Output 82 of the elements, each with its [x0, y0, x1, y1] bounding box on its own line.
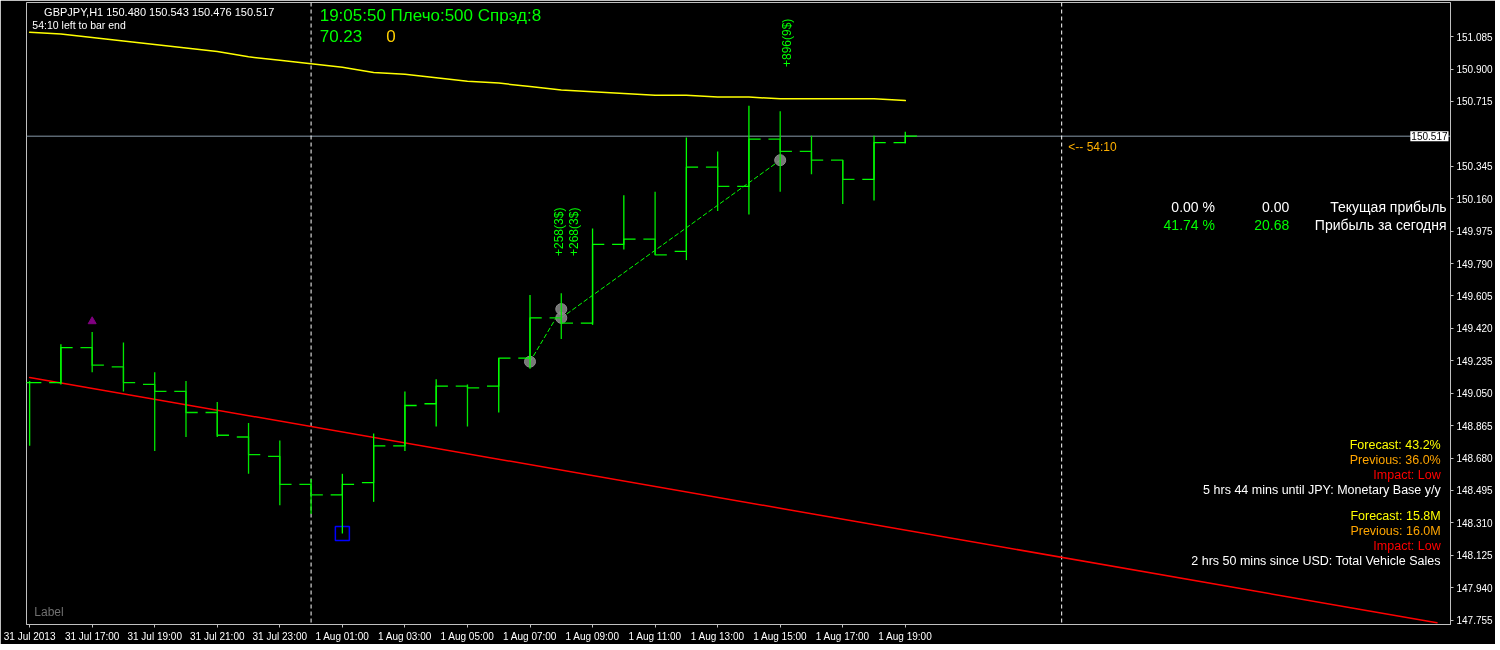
candlestick [298, 478, 324, 515]
point [87, 316, 97, 325]
annotation: 20.68 [1254, 216, 1290, 233]
candlestick [799, 135, 824, 175]
x-tick-label: 31 Jul 23:00 [252, 630, 308, 642]
x-tick-label: 1 Aug 13:00 [690, 630, 745, 642]
annotation: 70.23 [319, 26, 363, 46]
candlestick [236, 422, 261, 475]
y-tick-label: 150.715 [1456, 96, 1494, 108]
annotation: 0.00 [1261, 199, 1290, 216]
y-tick-label: 147.755 [1456, 615, 1494, 627]
x-tick-label: 1 Aug 15:00 [753, 630, 808, 642]
candlestick [767, 110, 793, 193]
x-tick-label: 31 Jul 21:00 [190, 630, 245, 642]
annotation: Previous: 16.0M [1350, 524, 1441, 538]
annotation: Прибыль за сегодня [1314, 216, 1447, 233]
point [334, 525, 351, 542]
y-tick-label: 149.790 [1456, 258, 1494, 270]
annotation: Текущая прибыль [1330, 199, 1447, 216]
annotation: 41.74 % [1163, 216, 1215, 233]
candlestick [455, 383, 480, 428]
candlestick [611, 194, 637, 251]
y-tick-label: 149.050 [1456, 388, 1494, 400]
annotation: 2 hrs 50 mins since USD: Total Vehicle Sales [1191, 553, 1441, 568]
candlestick [705, 150, 731, 212]
x-tick-label: 1 Aug 07:00 [503, 630, 557, 642]
x-tick-label: 1 Aug 19:00 [878, 630, 933, 642]
y-tick-label: 150.160 [1456, 193, 1494, 205]
y-tick-label: 149.605 [1456, 290, 1494, 302]
y-tick-label: 150.345 [1456, 161, 1494, 173]
x-tick-label: 1 Aug 05:00 [440, 630, 495, 642]
x-tick-label: 31 Jul 2013 [3, 630, 56, 642]
annotation: 19:05:50 Плечо:500 Спрэд:8 [319, 5, 542, 25]
x-tick-label: 1 Aug 11:00 [628, 630, 682, 642]
candlestick [267, 439, 293, 507]
y-tick-label: 148.680 [1456, 453, 1494, 465]
x-tick-label: 31 Jul 17:00 [64, 630, 120, 642]
candlestick [361, 432, 387, 503]
candlestick [861, 135, 887, 202]
chart-title: GBPJPY,H1 150.480 150.543 150.476 150.517 [44, 6, 275, 19]
text: 54:10 left to bar end [32, 19, 126, 32]
annotation: Forecast: 15.8M [1350, 509, 1441, 524]
annotation: Previous: 36.0% [1349, 453, 1441, 468]
y-tick-label: 151.085 [1456, 31, 1494, 43]
x-tick-label: 31 Jul 19:00 [127, 630, 183, 642]
annotation: Label [34, 604, 64, 619]
y-tick-label: 148.310 [1456, 517, 1494, 529]
annotation: Impact: Low [1373, 467, 1442, 482]
x-tick-label: 1 Aug 01:00 [315, 630, 370, 642]
annotation: 0 [386, 26, 396, 46]
y-tick-label: 149.235 [1456, 355, 1494, 367]
candlestick [173, 380, 199, 438]
ref-line-label: 150.517 [1411, 131, 1448, 143]
annotation: <-- 54:10 [1068, 140, 1118, 155]
candlestick [48, 343, 74, 386]
candlestick [486, 357, 512, 414]
x-tick-label: 1 Aug 17:00 [815, 630, 870, 642]
candlestick [142, 371, 168, 452]
y-tick-label: 148.495 [1456, 485, 1494, 497]
annotation: 0.00 % [1171, 199, 1215, 216]
annotation: +258(3$) [552, 207, 567, 256]
annotation: +896(9$) [779, 18, 794, 68]
x-tick-label: 1 Aug 03:00 [377, 630, 432, 642]
candlestick [548, 292, 574, 340]
candlestick [642, 191, 668, 256]
candlestick [111, 341, 136, 393]
annotation: Impact: Low [1373, 538, 1442, 553]
x-tick-label: 1 Aug 09:00 [565, 630, 620, 642]
y-tick-label: 149.420 [1456, 323, 1494, 335]
candlestick [830, 159, 856, 205]
y-tick-label: 147.940 [1456, 582, 1494, 594]
candlestick [79, 331, 105, 373]
candlestick [392, 390, 418, 452]
candlestick [204, 401, 230, 438]
y-tick-label: 149.975 [1456, 226, 1494, 238]
annotation: Forecast: 43.2% [1349, 438, 1441, 453]
y-tick-label: 148.125 [1456, 550, 1494, 562]
y-tick-label: 148.865 [1456, 420, 1494, 432]
y-tick-label: 150.900 [1456, 64, 1494, 76]
annotation: 5 hrs 44 mins until JPY: Monetary Base y/y [1203, 482, 1442, 497]
annotation: +268(3$) [566, 207, 581, 256]
candlestick [423, 378, 449, 428]
